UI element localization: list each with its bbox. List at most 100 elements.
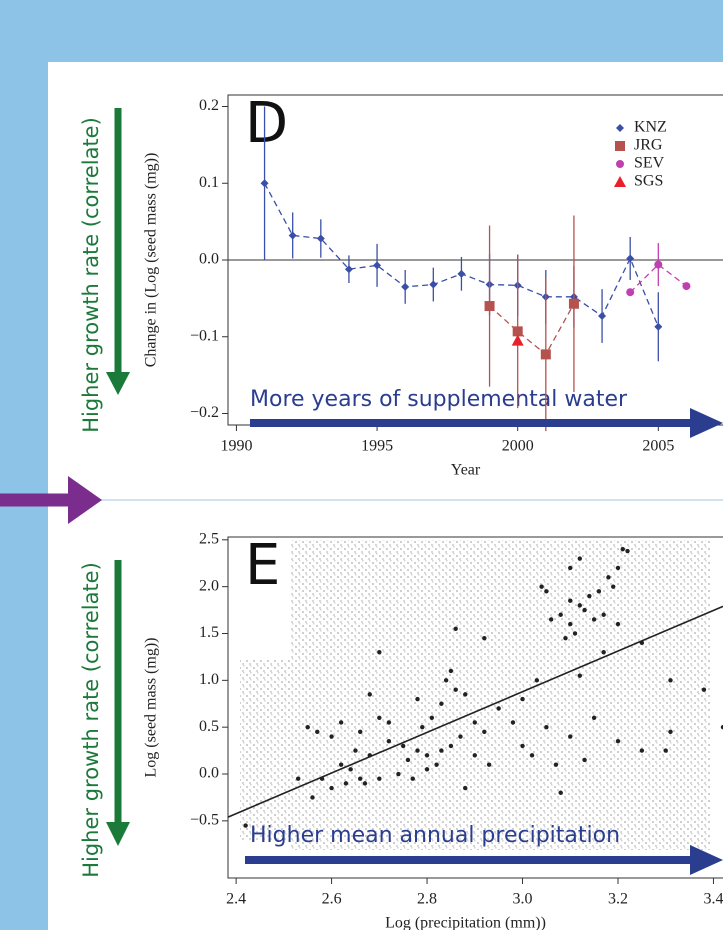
point [520, 743, 525, 749]
point [338, 720, 344, 725]
background-density [240, 660, 300, 840]
x-tick-label: 2000 [502, 438, 534, 455]
point [591, 715, 597, 721]
point [544, 724, 549, 730]
point [615, 565, 621, 571]
point [424, 767, 430, 772]
legend-label: SGS [634, 173, 663, 190]
x-tick-label: 2005 [642, 438, 674, 455]
point [572, 631, 578, 636]
y-tick-label: 0.2 [199, 97, 219, 114]
marker [626, 288, 635, 297]
series-line [489, 303, 575, 356]
legend-marker [615, 141, 625, 151]
point [596, 589, 602, 594]
legend-marker [616, 160, 624, 168]
point [577, 673, 582, 678]
point [611, 584, 616, 589]
point [310, 795, 315, 800]
marker [429, 280, 438, 289]
point [520, 696, 525, 702]
point [439, 748, 444, 753]
point [377, 776, 382, 781]
point [601, 612, 606, 617]
point [486, 762, 492, 767]
x-axis-label: Log (precipitation (mm)) [385, 915, 546, 930]
side-label: Higher growth rate (correlate) [79, 117, 103, 433]
background-density [290, 540, 710, 850]
marker [568, 298, 579, 309]
y-tick-label: 0.0 [199, 765, 219, 782]
point [496, 706, 501, 711]
marker [344, 265, 353, 274]
y-tick-label: 1.5 [199, 624, 219, 641]
point [601, 650, 606, 655]
marker [626, 254, 635, 263]
point [534, 678, 540, 683]
point [582, 607, 587, 613]
x-tick-label: 1990 [220, 438, 252, 455]
y-tick-label: 2.5 [199, 530, 219, 547]
point [338, 762, 344, 767]
point [668, 729, 673, 735]
point [396, 771, 401, 777]
legend-label: JRG [634, 137, 663, 154]
fit-line [227, 605, 723, 818]
x-tick-label: 1995 [361, 438, 393, 455]
point [348, 767, 353, 772]
panel-label: E [245, 533, 280, 598]
y-axis-label: Log (seed mass (mg)) [143, 638, 160, 778]
point [448, 668, 454, 674]
charts: −0.2 −0.1 0.0 0.1 0.2 1990 1995 2000 2005 Year Cha… [79, 91, 723, 930]
x-tick-label: 2.8 [417, 891, 437, 908]
y-tick-label: 0.1 [199, 174, 219, 191]
point [568, 734, 573, 739]
legend-label: KNZ [634, 119, 667, 136]
point [463, 692, 468, 697]
point [443, 678, 449, 683]
point [453, 626, 458, 632]
marker [654, 322, 663, 331]
point [367, 692, 372, 697]
y-tick-label: 1.0 [199, 671, 219, 688]
x-tick-label: 3.0 [513, 891, 533, 908]
point [405, 757, 411, 763]
side-label: Higher growth rate (correlate) [79, 562, 103, 878]
marker [288, 231, 297, 240]
legend-marker [614, 176, 626, 187]
point [663, 748, 668, 753]
point [377, 650, 382, 655]
point [410, 776, 415, 781]
point [458, 734, 463, 739]
x-tick-label: 2.6 [322, 891, 342, 908]
point [434, 762, 439, 767]
purple-arrow-head [68, 476, 102, 524]
point [720, 724, 723, 730]
point [386, 720, 392, 725]
point [529, 753, 535, 758]
point [558, 612, 563, 617]
blue-arrow-head [690, 845, 723, 875]
point [568, 621, 573, 627]
point [587, 593, 592, 599]
y-tick-label: 0.0 [199, 251, 219, 268]
marker [511, 334, 524, 346]
point [472, 720, 477, 725]
point [329, 785, 334, 791]
point [606, 575, 611, 580]
point [415, 748, 420, 753]
marker [598, 312, 607, 321]
y-tick-label: −0.5 [190, 812, 219, 829]
point [243, 823, 248, 828]
point [625, 548, 630, 554]
green-arrow-head [106, 372, 130, 395]
point [568, 598, 573, 603]
point [639, 748, 645, 753]
x-tick-label: 3.2 [608, 891, 628, 908]
point [343, 781, 349, 786]
point [429, 715, 435, 721]
annotation: More years of supplemental water [250, 387, 628, 412]
point [453, 687, 458, 692]
